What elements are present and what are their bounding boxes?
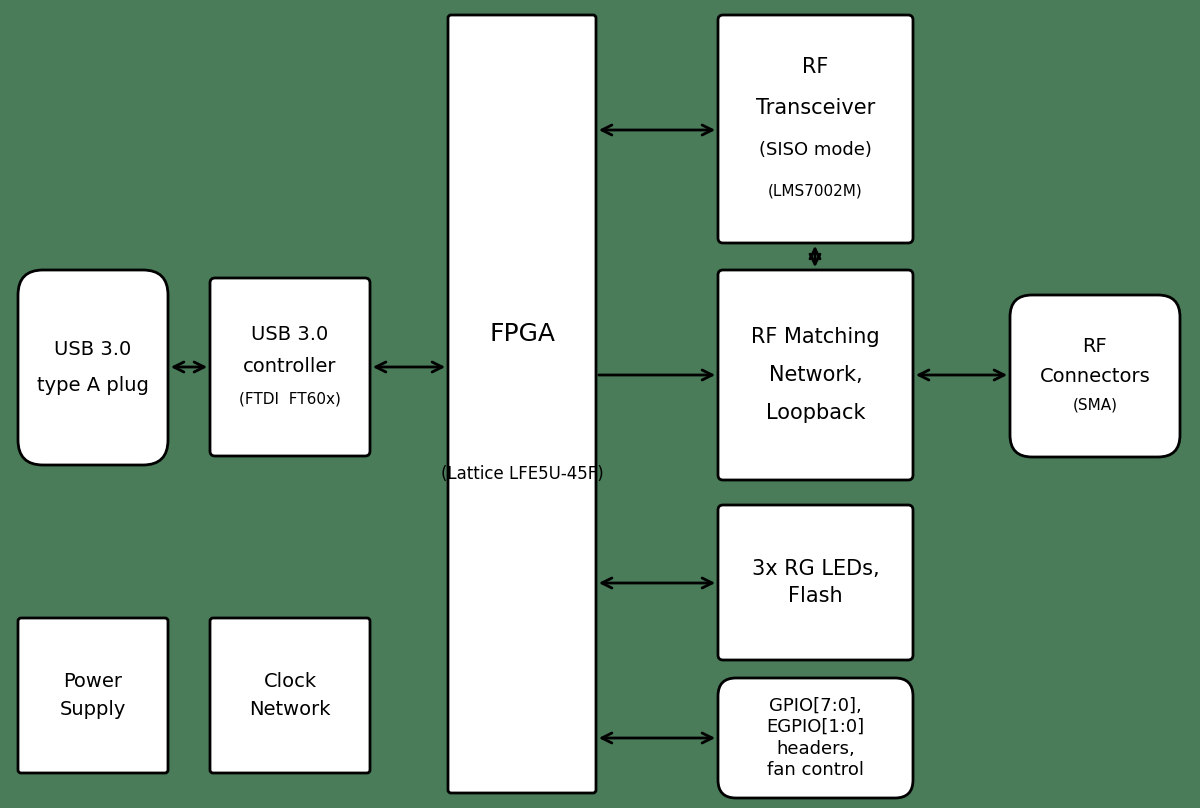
FancyBboxPatch shape (210, 278, 370, 456)
Text: (LMS7002M): (LMS7002M) (768, 183, 863, 198)
Text: GPIO[7:0],: GPIO[7:0], (769, 696, 862, 714)
Text: 3x RG LEDs,: 3x RG LEDs, (751, 558, 880, 579)
FancyBboxPatch shape (718, 678, 913, 798)
Text: (Lattice LFE5U-45F): (Lattice LFE5U-45F) (440, 465, 604, 483)
Text: type A plug: type A plug (37, 376, 149, 394)
Text: (SISO mode): (SISO mode) (760, 141, 872, 158)
Text: RF Matching: RF Matching (751, 327, 880, 347)
Text: USB 3.0: USB 3.0 (54, 340, 132, 360)
Text: controller: controller (244, 357, 337, 377)
FancyBboxPatch shape (210, 618, 370, 773)
Text: (FTDI  FT60x): (FTDI FT60x) (239, 392, 341, 406)
FancyBboxPatch shape (718, 15, 913, 243)
FancyBboxPatch shape (18, 270, 168, 465)
Text: RF: RF (803, 57, 829, 78)
Text: EGPIO[1:0]: EGPIO[1:0] (767, 718, 864, 736)
Text: Network,: Network, (769, 365, 863, 385)
FancyBboxPatch shape (18, 618, 168, 773)
Text: Transceiver: Transceiver (756, 99, 875, 119)
Text: USB 3.0: USB 3.0 (251, 326, 329, 344)
Text: RF: RF (1082, 338, 1108, 356)
Text: Power: Power (64, 672, 122, 691)
Text: Clock: Clock (264, 672, 317, 691)
Text: Flash: Flash (788, 587, 842, 607)
Text: headers,: headers, (776, 740, 854, 758)
Text: Loopback: Loopback (766, 403, 865, 423)
FancyBboxPatch shape (1010, 295, 1180, 457)
Text: Supply: Supply (60, 700, 126, 719)
Text: Network: Network (250, 700, 331, 719)
FancyBboxPatch shape (718, 505, 913, 660)
Text: FPGA: FPGA (490, 322, 554, 346)
Text: fan control: fan control (767, 761, 864, 780)
FancyBboxPatch shape (718, 270, 913, 480)
FancyBboxPatch shape (448, 15, 596, 793)
Text: (SMA): (SMA) (1073, 398, 1117, 413)
Text: Connectors: Connectors (1039, 367, 1151, 385)
